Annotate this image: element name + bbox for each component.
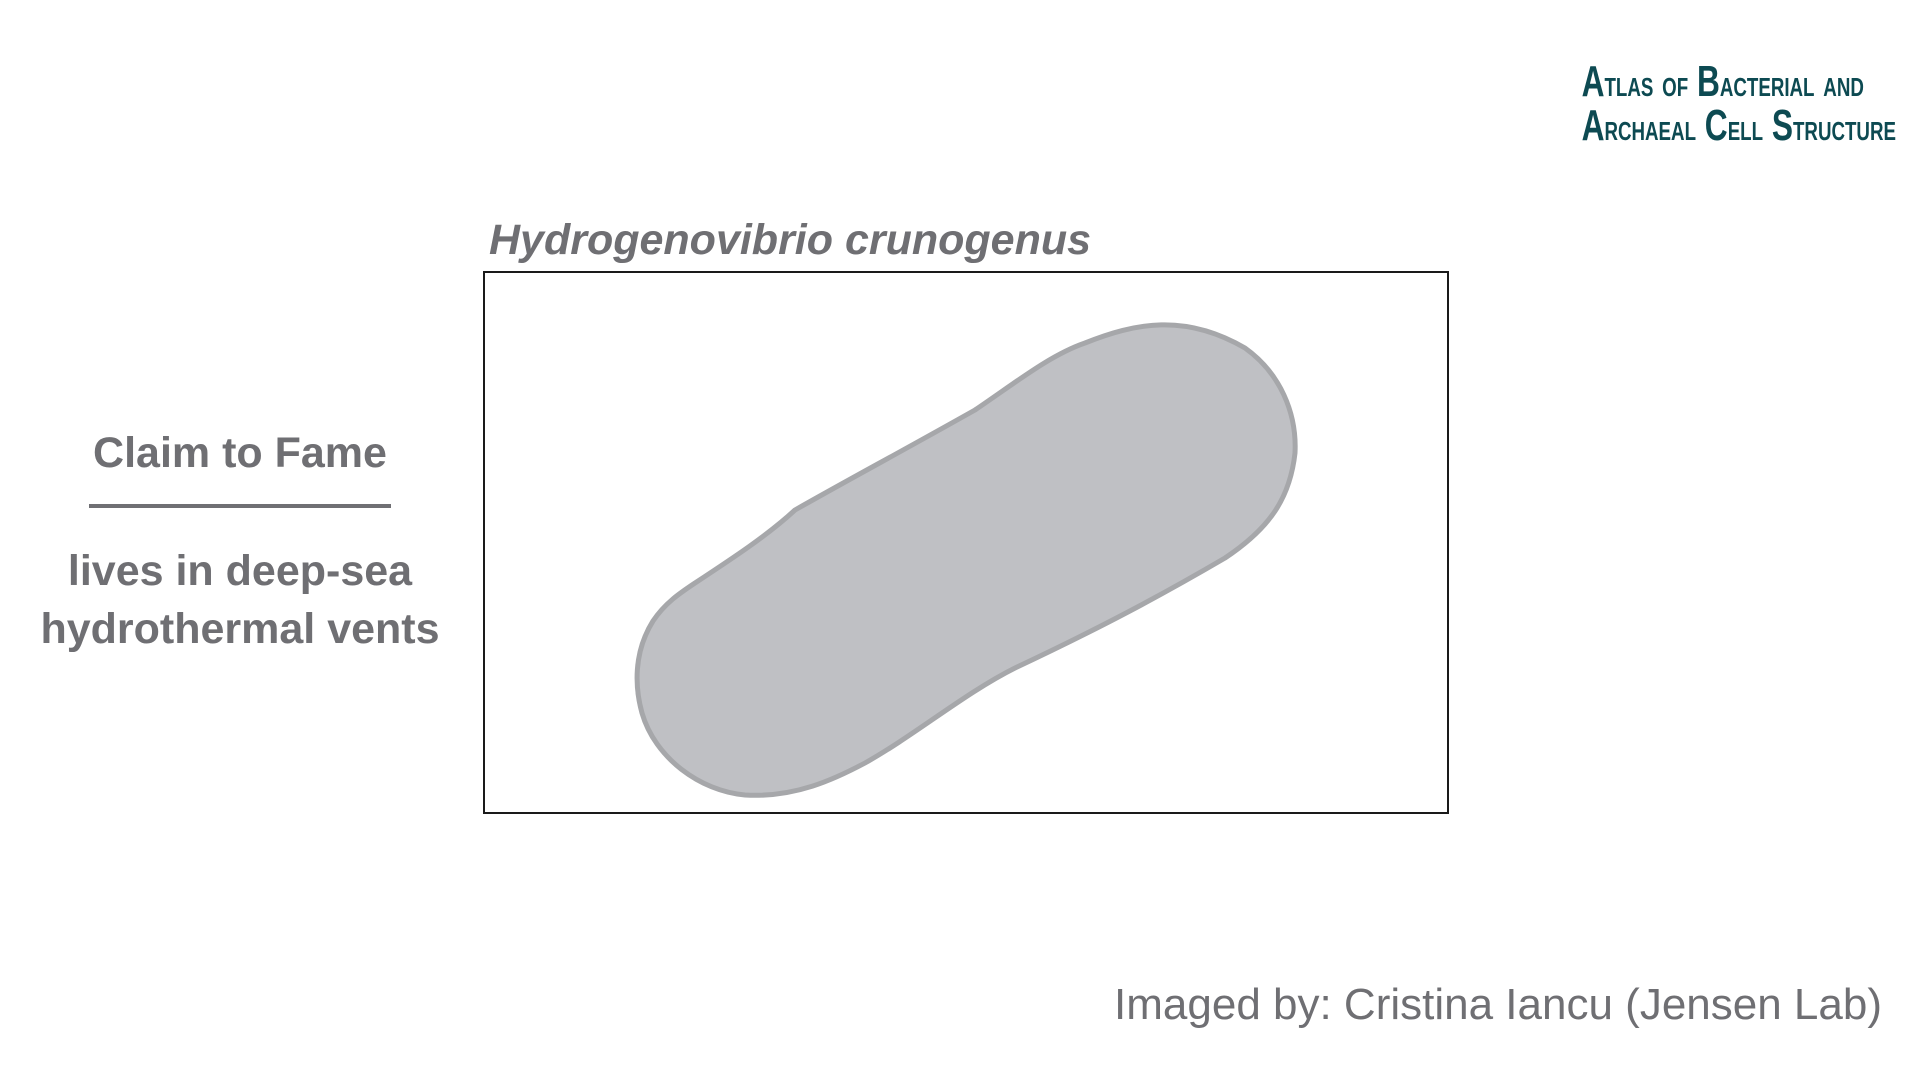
logo-line-2: ARCHAEAL CELL STRUCTURE (1581, 101, 1896, 150)
image-credit: Imaged by: Cristina Iancu (Jensen Lab) (1114, 980, 1882, 1029)
claim-description: lives in deep-sea hydrothermal vents (40, 547, 440, 653)
claim-divider (89, 504, 391, 508)
cell-body-shape (634, 322, 1298, 798)
claim-heading: Claim to Fame (93, 429, 387, 477)
cell-image-frame (483, 271, 1449, 814)
logo-line-1: ATLAS OF BACTERIAL AND (1581, 57, 1864, 106)
species-title: Hydrogenovibrio crunogenus (489, 216, 1092, 264)
claim-to-fame-panel: Claim to Fame lives in deep-sea hydrothe… (20, 425, 460, 658)
atlas-logo: ATLAS OF BACTERIAL AND ARCHAEAL CELL STR… (1534, 57, 1896, 150)
rod-cell-illustration (634, 322, 1298, 798)
